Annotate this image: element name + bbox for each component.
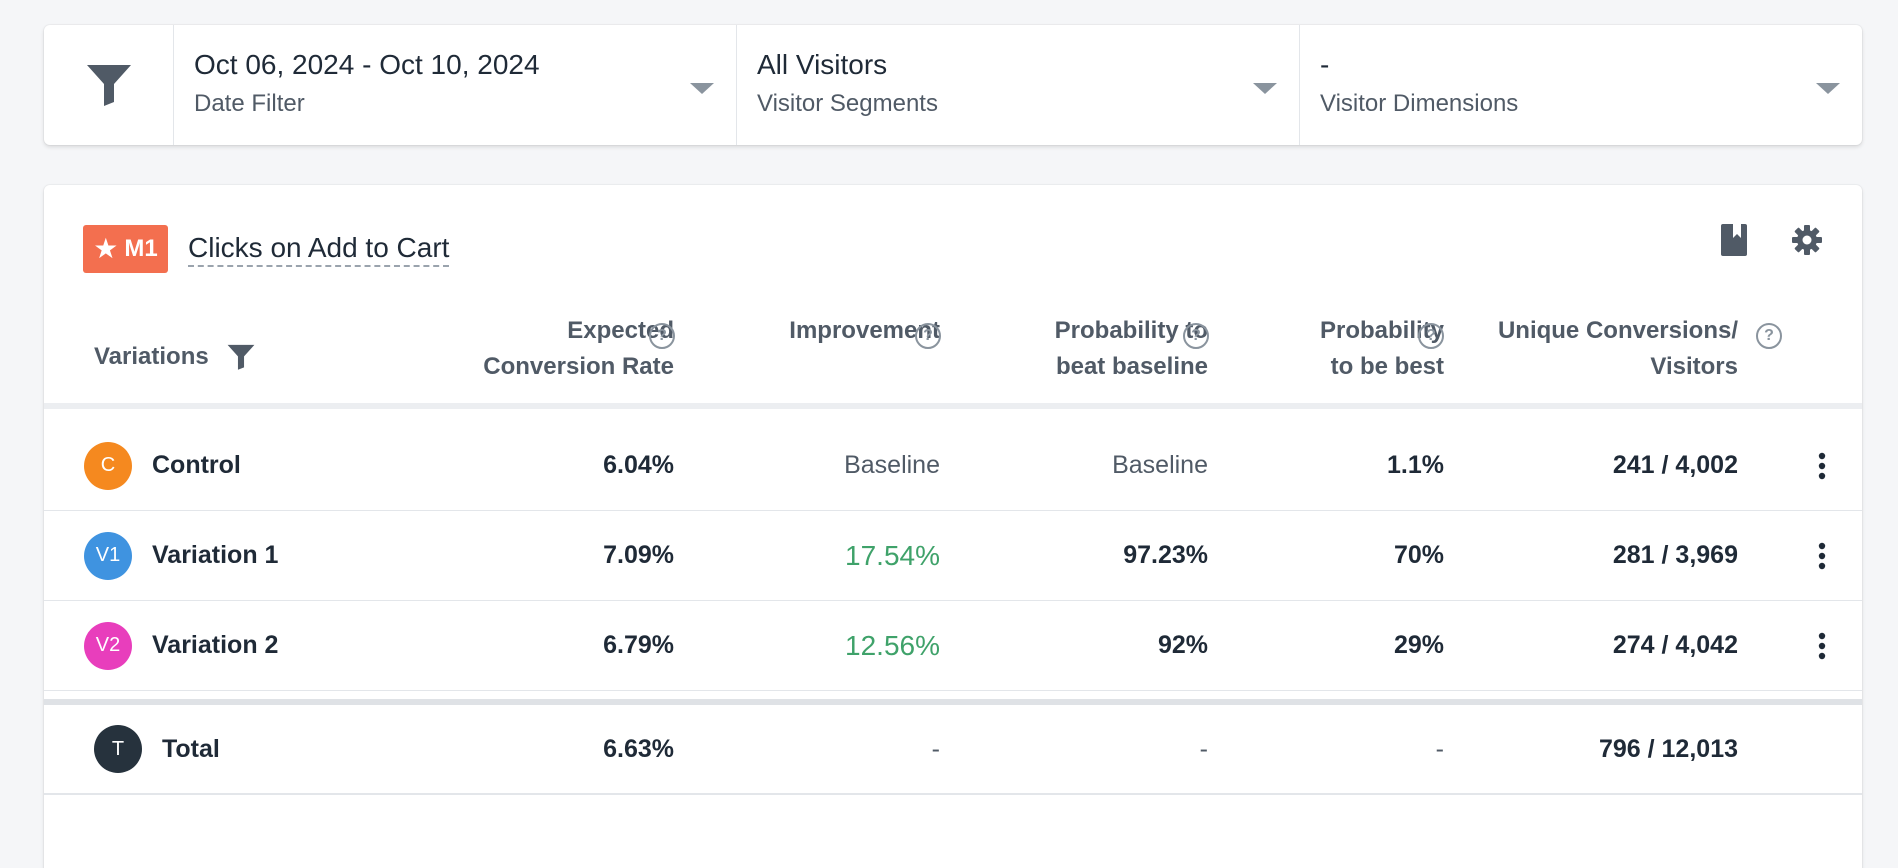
metric-id: M1 [124,235,158,262]
help-icon[interactable]: ? [1756,323,1782,349]
row-menu-button[interactable] [1818,511,1826,600]
funnel-icon[interactable] [227,344,255,370]
improvement-value: Baseline [844,451,940,479]
expected-conversion-rate: 6.63% [603,734,674,763]
more-vertical-icon [1818,632,1826,659]
probability-beat-baseline-header: Probability to beat baseline [1055,313,1208,385]
probability-best-header: Probability to be best [1320,313,1444,385]
expected-conversion-rate: 7.09% [603,541,674,569]
variation-name-cell: C Control [84,421,241,510]
filter-toggle[interactable] [44,25,174,145]
settings-button[interactable] [1790,223,1824,257]
chevron-down-icon [1253,83,1277,94]
variation-name: Variation 2 [152,631,279,659]
date-filter[interactable]: Oct 06, 2024 - Oct 10, 2024 Date Filter [174,25,737,145]
help-icon[interactable]: ? [1183,323,1209,349]
probability-best: 70% [1393,541,1444,569]
probability-beat-baseline: Baseline [1112,451,1208,479]
variation-name: Variation 1 [152,541,279,569]
metric-badge: ★ M1 [83,225,168,273]
visitor-dimensions-value: - [1320,49,1330,80]
header-line: to be best [1330,353,1444,380]
expected-conversion-rate: 6.04% [603,451,674,479]
visitor-segments-value: All Visitors [757,49,888,80]
row-menu-button[interactable] [1818,601,1826,690]
probability-best: 1.1% [1387,451,1444,479]
improvement-value: - [931,734,940,763]
variations-header-label: Variations [94,343,209,370]
variation-name: Control [152,451,241,479]
funnel-icon [86,65,131,106]
chevron-down-icon [690,83,714,94]
total-row: T Total 6.63% - - - 796 / 12,013 [44,699,1862,795]
date-filter-value: Oct 06, 2024 - Oct 10, 2024 [194,49,540,80]
bookmark-icon [1721,224,1747,256]
probability-best: - [1435,734,1444,763]
improvement-value: 17.54% [845,539,940,571]
table-row[interactable]: C Control 6.04% Baseline Baseline 1.1% 2… [44,421,1862,511]
avatar: V1 [84,531,132,580]
visitor-segments-filter[interactable]: All Visitors Visitor Segments [737,25,1300,145]
help-icon[interactable]: ? [649,323,675,349]
header-line: Improvement [789,317,940,344]
variations-header: Variations [94,339,255,375]
header-line: beat baseline [1055,353,1208,380]
notes-button[interactable] [1716,223,1750,257]
expected-conversion-rate-header: Expected Conversion Rate [483,313,674,385]
chevron-down-icon [1816,83,1840,94]
header-line: Expected [567,317,674,344]
improvement-value: 12.56% [845,629,940,661]
star-icon: ★ [93,233,119,264]
total-name-cell: T Total [94,705,220,793]
header-line: Unique Conversions/ [1497,317,1738,344]
avatar: V2 [84,621,132,670]
unique-conversions-header: Unique Conversions/ Visitors [1498,313,1738,385]
row-menu-button[interactable] [1818,421,1826,510]
help-icon[interactable]: ? [915,323,941,349]
help-icon[interactable]: ? [1418,323,1444,349]
probability-beat-baseline: 97.23% [1123,541,1208,569]
avatar: T [94,725,142,773]
date-filter-label: Date Filter [194,90,305,117]
header-line: Visitors [1650,353,1738,380]
visitor-dimensions-filter[interactable]: - Visitor Dimensions [1300,25,1862,145]
header-line: Probability to [1054,317,1208,344]
unique-conversions: 274 / 4,042 [1612,631,1738,659]
probability-best: 29% [1393,631,1444,659]
header-line: Conversion Rate [483,353,674,380]
table-row[interactable]: V1 Variation 1 7.09% 17.54% 97.23% 70% 2… [44,511,1862,601]
visitor-segments-label: Visitor Segments [757,90,938,117]
metric-title[interactable]: Clicks on Add to Cart [188,232,450,267]
table-header: Variations Expected Conversion Rate ? Im… [44,313,1862,409]
unique-conversions: 796 / 12,013 [1598,734,1738,763]
expected-conversion-rate: 6.79% [603,631,674,659]
more-vertical-icon [1818,542,1826,569]
metric-report-card: ★ M1 Clicks on Add to Cart [44,185,1862,868]
unique-conversions: 281 / 3,969 [1612,541,1738,569]
table-row[interactable]: V2 Variation 2 6.79% 12.56% 92% 29% 274 … [44,601,1862,691]
variation-name-cell: V1 Variation 1 [84,511,278,600]
metric-header: ★ M1 Clicks on Add to Cart [83,225,450,273]
visitor-dimensions-label: Visitor Dimensions [1320,90,1519,117]
unique-conversions: 241 / 4,002 [1612,451,1738,479]
probability-beat-baseline: 92% [1157,631,1208,659]
variation-name-cell: V2 Variation 2 [84,601,278,690]
filter-bar: Oct 06, 2024 - Oct 10, 2024 Date Filter … [44,25,1862,145]
header-actions [1716,223,1824,257]
more-vertical-icon [1818,452,1826,479]
gear-icon [1792,225,1822,255]
total-label: Total [162,734,220,763]
probability-beat-baseline: - [1199,734,1208,763]
avatar: C [84,441,132,490]
improvement-header: Improvement [789,313,940,349]
